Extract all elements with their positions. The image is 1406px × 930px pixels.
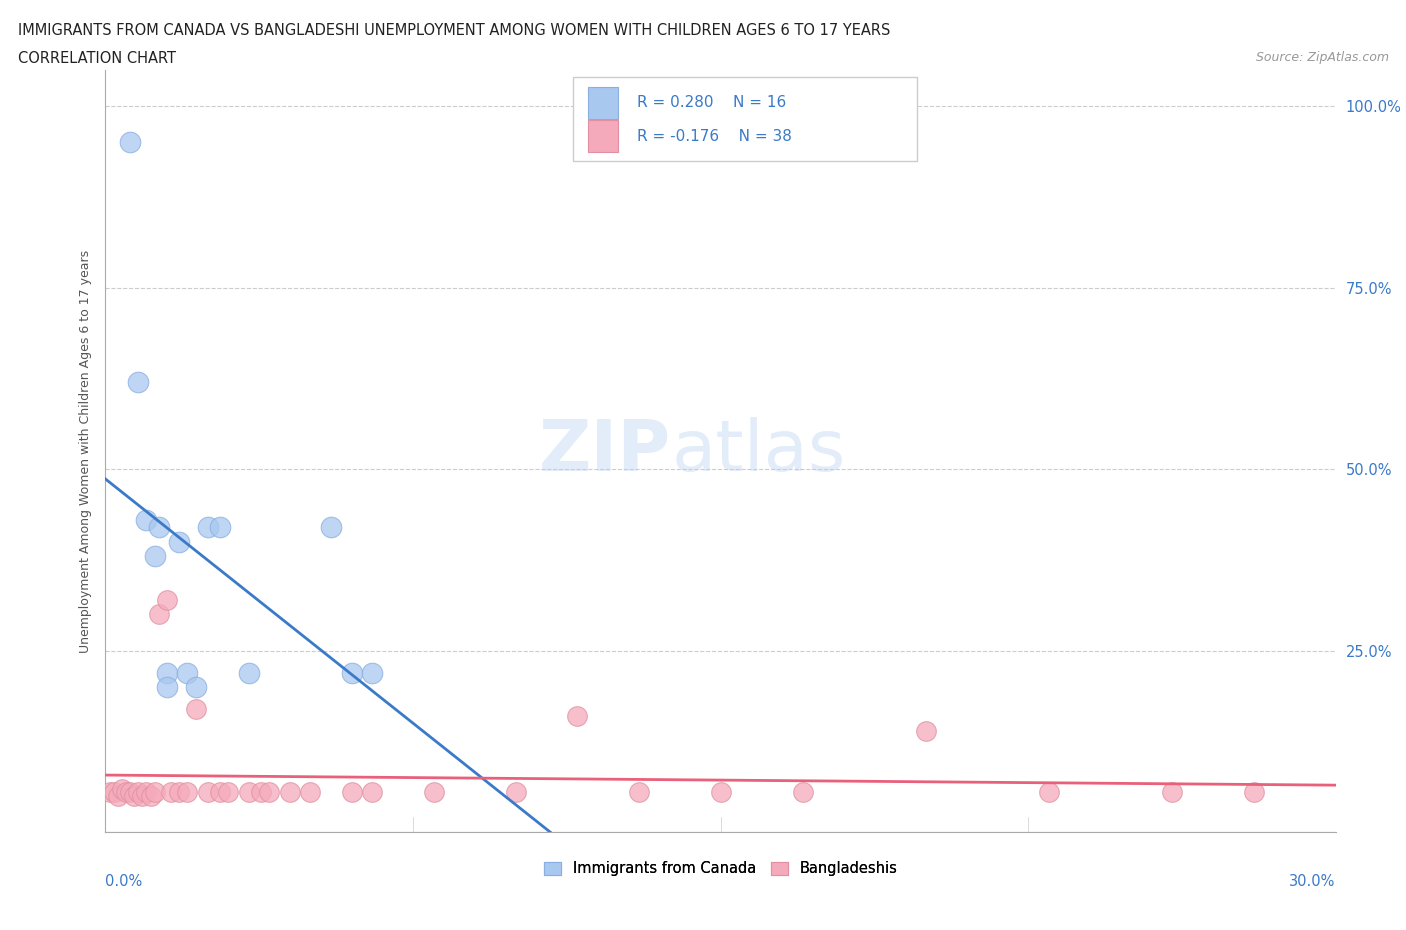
Text: ZIP: ZIP (538, 417, 672, 485)
Point (135, 512, 157, 527)
Text: CORRELATION CHART: CORRELATION CHART (18, 51, 176, 66)
Text: 0.0%: 0.0% (105, 874, 142, 889)
Text: IMMIGRANTS FROM CANADA VS BANGLADESHI UNEMPLOYMENT AMONG WOMEN WITH CHILDREN AGE: IMMIGRANTS FROM CANADA VS BANGLADESHI UN… (18, 23, 890, 38)
Point (122, 789, 145, 804)
Point (176, 785, 198, 800)
Point (156, 680, 179, 695)
Point (505, 785, 527, 800)
Point (184, 680, 207, 695)
Point (143, 785, 166, 800)
Point (238, 665, 260, 680)
Y-axis label: Unemployment Among Women with Children Ages 6 to 17 years: Unemployment Among Women with Children A… (79, 249, 91, 653)
Text: R = -0.176    N = 38: R = -0.176 N = 38 (637, 128, 792, 143)
Point (278, 785, 301, 800)
Point (184, 701, 207, 716)
Point (98, 785, 121, 800)
Point (197, 785, 219, 800)
Point (710, 785, 733, 800)
Point (103, 785, 125, 800)
Point (120, 135, 141, 150)
Point (139, 789, 162, 804)
Point (299, 785, 322, 800)
Point (1038, 785, 1060, 800)
Point (361, 785, 384, 800)
Point (107, 789, 129, 804)
Point (259, 785, 281, 800)
Point (914, 724, 936, 738)
Point (1160, 785, 1182, 800)
Text: Source: ZipAtlas.com: Source: ZipAtlas.com (1256, 51, 1389, 64)
Point (176, 665, 198, 680)
Point (422, 785, 444, 800)
Point (250, 785, 273, 800)
Text: R = 0.280    N = 16: R = 0.280 N = 16 (637, 95, 786, 110)
FancyBboxPatch shape (588, 120, 619, 153)
Point (127, 785, 149, 800)
Point (127, 375, 149, 390)
Text: 30.0%: 30.0% (1289, 874, 1336, 889)
Point (115, 785, 138, 800)
Point (218, 785, 240, 800)
Point (209, 785, 232, 800)
Point (148, 520, 170, 535)
Point (131, 789, 153, 804)
Point (120, 785, 141, 800)
Point (792, 785, 814, 800)
Point (135, 785, 157, 800)
Point (319, 520, 342, 535)
Point (340, 785, 363, 800)
Point (361, 665, 384, 680)
Point (627, 785, 650, 800)
Point (156, 665, 179, 680)
Point (156, 592, 179, 607)
FancyBboxPatch shape (574, 77, 918, 161)
Point (160, 785, 183, 800)
Point (169, 785, 191, 800)
FancyBboxPatch shape (588, 86, 619, 118)
Point (565, 709, 588, 724)
Point (238, 785, 260, 800)
Point (169, 535, 191, 550)
Point (197, 520, 219, 535)
Point (111, 781, 134, 796)
Point (340, 665, 363, 680)
Point (209, 520, 232, 535)
Point (143, 549, 166, 564)
Text: atlas: atlas (672, 417, 846, 485)
Legend: Immigrants from Canada, Bangladeshis: Immigrants from Canada, Bangladeshis (537, 856, 904, 883)
Point (1243, 785, 1265, 800)
Point (148, 607, 170, 622)
